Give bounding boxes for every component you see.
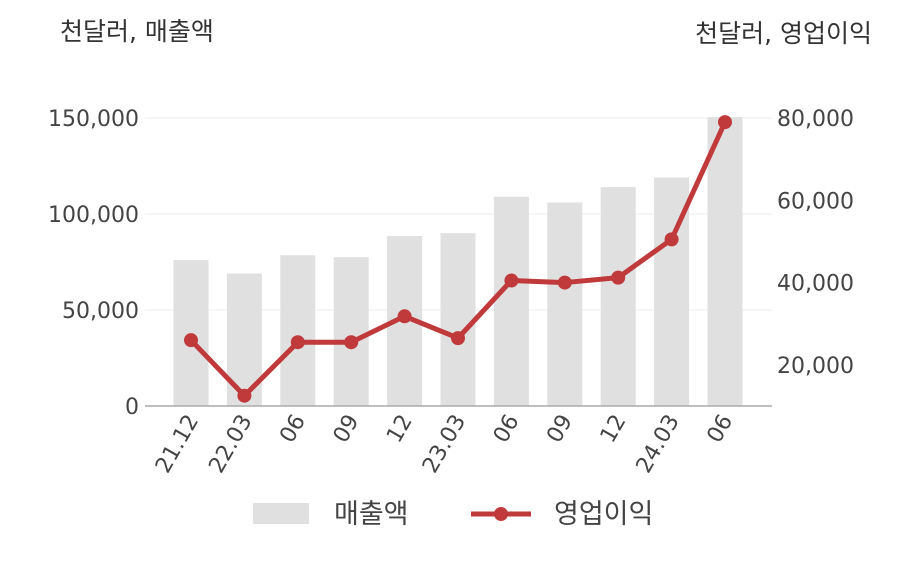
- operating-profit-point-3: [344, 335, 359, 350]
- left-tick-label-0: 0: [125, 395, 139, 420]
- operating-profit-point-5: [451, 331, 465, 346]
- x-tick-label-10: 06: [703, 411, 739, 448]
- operating-profit-point-6: [504, 273, 519, 288]
- right-tick-label-1: 40,000: [777, 272, 854, 297]
- x-tick-label-7: 09: [542, 411, 578, 448]
- revenue-bar-5: [440, 233, 476, 406]
- left-axis-unit-label: 천달러, 매출액: [60, 17, 214, 46]
- revenue-bars: [173, 117, 743, 406]
- operating-profit-point-0: [184, 333, 198, 348]
- x-tick-label-0: 21.12: [151, 411, 204, 478]
- x-tick-label-2: 06: [275, 411, 311, 448]
- operating-profit-point-8: [611, 270, 626, 285]
- operating-profit-point-2: [290, 335, 305, 350]
- x-tick-label-5: 23.03: [418, 411, 471, 478]
- left-tick-label-2: 100,000: [48, 203, 139, 228]
- right-axis-unit-label: 천달러, 영업이익: [695, 19, 872, 48]
- legend-label-revenue: 매출액: [334, 499, 409, 530]
- left-tick-label-3: 150,000: [48, 107, 139, 132]
- operating-profit-point-9: [664, 232, 679, 247]
- revenue-bar-0: [173, 260, 209, 406]
- revenue-bar-8: [600, 187, 636, 406]
- operating-profit-point-4: [397, 309, 412, 324]
- legend-label-operating-profit: 영업이익: [554, 499, 653, 530]
- revenue-bar-3: [333, 257, 369, 406]
- right-tick-label-2: 60,000: [777, 189, 854, 214]
- right-tick-label-0: 20,000: [777, 354, 854, 379]
- revenue-bar-2: [280, 255, 316, 406]
- legend-marker-operating-profit: [494, 507, 508, 521]
- x-tick-label-6: 06: [489, 411, 525, 448]
- operating-profit-point-10: [718, 115, 732, 130]
- x-tick-label-4: 12: [382, 411, 418, 448]
- revenue-bar-7: [547, 202, 583, 406]
- revenue-bar-6: [493, 196, 529, 406]
- x-tick-label-9: 24.03: [632, 411, 685, 478]
- right-axis-ticks: 20,000 40,000 60,000 80,000: [777, 107, 854, 379]
- operating-profit-point-1: [237, 388, 252, 403]
- operating-profit-point-7: [557, 275, 572, 290]
- legend: 매출액 영업이익: [253, 499, 653, 530]
- x-tick-label-1: 22.03: [204, 411, 257, 478]
- left-tick-label-1: 50,000: [62, 299, 139, 324]
- x-axis-ticks: 21.12 22.03 06 09 12 23.03 06 09 12 24.03 06: [151, 411, 738, 478]
- right-tick-label-3: 80,000: [777, 107, 854, 132]
- x-tick-label-3: 09: [329, 411, 365, 448]
- x-tick-label-8: 12: [596, 411, 632, 448]
- left-axis-ticks: 0 50,000 100,000 150,000: [48, 107, 139, 420]
- legend-swatch-revenue: [253, 503, 309, 524]
- revenue-bar-10: [707, 117, 743, 406]
- operating-profit-line: [184, 115, 732, 403]
